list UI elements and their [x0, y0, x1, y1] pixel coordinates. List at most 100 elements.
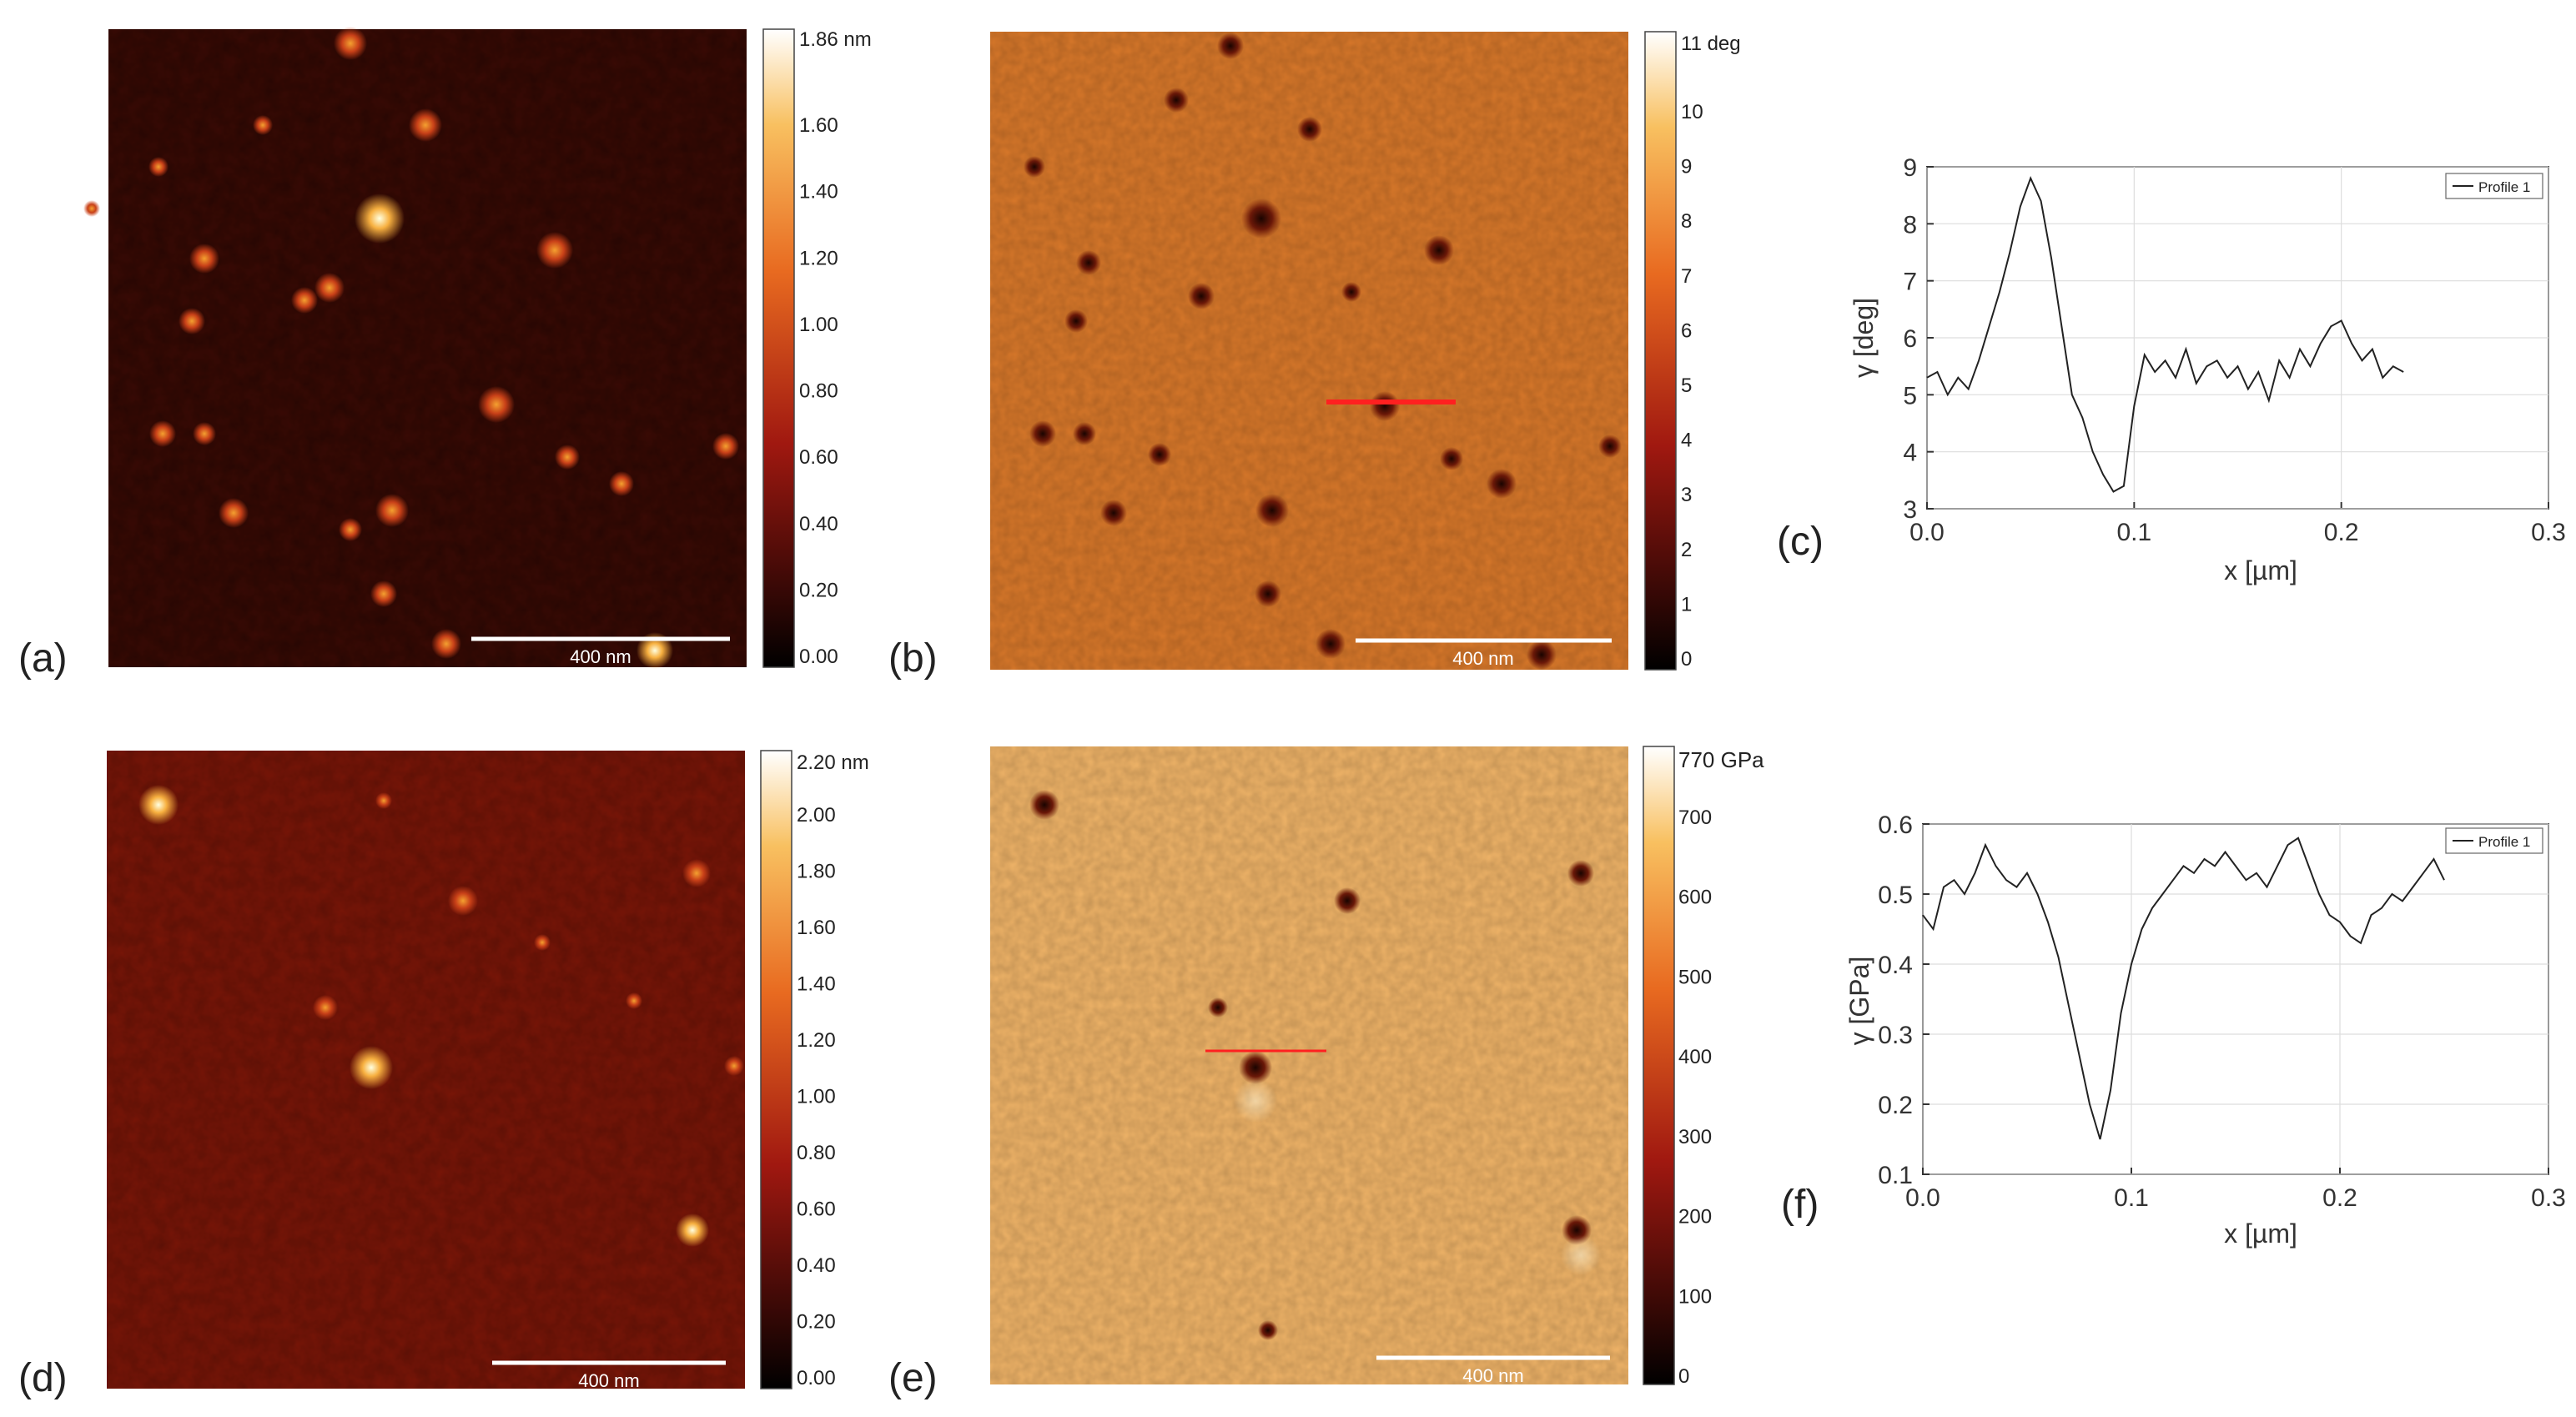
colorbar-d: 2.20 nm 2.00 1.80 1.60 1.40 1.20 1.00 0.80 0.60… [760, 750, 869, 1389]
chart-c-ytick-label: 4 [1903, 440, 1917, 467]
chart-c-legend: Profile 1 [2445, 173, 2543, 199]
colorbar-tick-label: 1.40 [799, 181, 838, 204]
colorbar-tick-label: 400 [1678, 1046, 1712, 1068]
chart-c-ytick-label: 6 [1903, 325, 1917, 353]
chart-f-ylabel: γ [GPa] [1844, 957, 1874, 1046]
map-e-particles [1029, 790, 1601, 1340]
chart-f-xtick-label: 0.3 [2531, 1184, 2566, 1212]
colorbar-a: 1.86 nm 1.60 1.40 1.20 1.00 0.80 0.60 0.40 0.20… [762, 28, 872, 668]
colorbar-tick-label: 0.80 [797, 1142, 836, 1164]
colorbar-tick-label: 0.60 [797, 1198, 836, 1221]
colorbar-tick-label: 9 [1681, 156, 1692, 178]
colorbar-tick-label: 0.20 [797, 1311, 836, 1334]
chart-f-ytick-label: 0.2 [1878, 1092, 1913, 1119]
chart-c-ytick-label: 5 [1903, 382, 1917, 410]
colorbar-tick-label: 100 [1678, 1285, 1712, 1308]
chart-f-ytick-label: 0.3 [1878, 1022, 1913, 1049]
colorbar-tick-label: 0.40 [799, 513, 838, 535]
map-d-particles [138, 785, 744, 1247]
colorbar-tick-label: 1.20 [799, 247, 838, 269]
chart-c-ytick-label: 3 [1903, 496, 1917, 524]
chart-c: 3 4 5 6 7 8 9 0.0 0.1 0.2 0.3 Profile 1 x [µm] γ … [1849, 154, 2566, 585]
panel-label-a: (a) [18, 636, 68, 681]
colorbar-tick-label: 0.80 [799, 380, 838, 403]
colorbar-tick-label: 4 [1681, 430, 1692, 452]
chart-f-ytick-label: 0.5 [1878, 882, 1913, 909]
colorbar-tick-label: 0.20 [799, 579, 838, 601]
colorbar-e-top-label: 770 GPa [1678, 747, 1764, 772]
chart-f-series-profile-1 [1922, 837, 2445, 1140]
chart-c-xtick-label: 0.1 [2116, 519, 2151, 546]
chart-c-series-profile-1 [1926, 176, 2404, 493]
chart-f-ytick-label: 0.4 [1878, 952, 1913, 979]
map-d: 400 nm [107, 751, 745, 1391]
colorbar-d-top-label: 2.20 nm [797, 751, 869, 774]
colorbar-tick-label: 2 [1681, 539, 1692, 561]
colorbar-tick-label: 300 [1678, 1126, 1712, 1148]
colorbar-tick-label: 1.00 [799, 314, 838, 336]
colorbar-e: 770 GPa 700 600 500 400 300 200 100 0 [1643, 746, 1764, 1388]
chart-c-xtick-label: 0.2 [2324, 519, 2359, 546]
map-a: 400 nm [83, 27, 747, 669]
colorbar-tick-label: 1.60 [799, 114, 838, 137]
colorbar-tick-label: 0.40 [797, 1254, 836, 1277]
chart-f-legend: Profile 1 [2445, 827, 2543, 854]
colorbar-tick-label: 0.00 [799, 646, 838, 668]
chart-c-xlabel: x [µm] [2224, 555, 2297, 585]
scale-bar-d-label: 400 nm [578, 1370, 639, 1391]
chart-c-xtick-label: 0.3 [2531, 519, 2566, 546]
chart-f-xtick-label: 0.0 [1905, 1184, 1940, 1212]
chart-c-ylabel: γ [deg] [1849, 298, 1879, 378]
panel-label-b: (b) [888, 636, 938, 681]
chart-c-xtick-label: 0.0 [1909, 519, 1945, 546]
scale-bar-e-label: 400 nm [1462, 1365, 1523, 1386]
chart-f: 0.10.20.30.40.50.6 0.0 0.1 0.2 0.3 Profile … [1844, 812, 2566, 1249]
colorbar-tick-label: 0.00 [797, 1367, 836, 1389]
colorbar-tick-label: 2.00 [797, 804, 836, 827]
colorbar-tick-label: 8 [1681, 210, 1692, 233]
panel-label-c: (c) [1777, 520, 1824, 564]
colorbar-tick-label: 0 [1678, 1365, 1689, 1388]
map-e: 400 nm [990, 746, 1628, 1386]
colorbar-tick-label: 1.40 [797, 973, 836, 996]
scale-bar-a-label: 400 nm [570, 646, 631, 667]
colorbar-tick-label: 1.60 [797, 917, 836, 939]
colorbar-tick-label: 700 [1678, 806, 1712, 829]
colorbar-tick-label: 0.60 [799, 446, 838, 469]
chart-f-plot-area [1922, 823, 2549, 1175]
chart-f-ytick-label: 0.1 [1878, 1162, 1913, 1189]
map-b-particles [1024, 33, 1622, 670]
map-b: 400 nm [990, 32, 1628, 670]
colorbar-tick-label: 1 [1681, 593, 1692, 616]
panel-label-e: (e) [888, 1356, 938, 1400]
map-a-particles [83, 27, 739, 669]
chart-f-legend-label: Profile 1 [2478, 834, 2530, 850]
chart-f-xtick-label: 0.2 [2322, 1184, 2357, 1212]
colorbar-tick-label: 500 [1678, 966, 1712, 988]
panel-label-d: (d) [18, 1356, 68, 1400]
colorbar-tick-label: 10 [1681, 101, 1703, 123]
scale-bar-b-label: 400 nm [1452, 648, 1513, 669]
panel-label-f: (f) [1781, 1183, 1819, 1227]
colorbar-tick-label: 6 [1681, 319, 1692, 342]
colorbar-tick-label: 200 [1678, 1206, 1712, 1229]
colorbar-b-top-label: 11 deg [1681, 33, 1741, 55]
chart-c-ytick-label: 8 [1903, 211, 1917, 239]
chart-c-ytick-label: 9 [1903, 154, 1917, 182]
chart-c-legend-label: Profile 1 [2478, 179, 2530, 195]
chart-f-xlabel: x [µm] [2224, 1219, 2297, 1249]
colorbar-tick-label: 1.20 [797, 1029, 836, 1052]
colorbar-tick-label: 1.00 [797, 1086, 836, 1108]
colorbar-tick-label: 5 [1681, 374, 1692, 397]
chart-f-xtick-label: 0.1 [2114, 1184, 2149, 1212]
colorbar-tick-label: 0 [1681, 648, 1692, 671]
chart-f-ytick-label: 0.6 [1878, 812, 1913, 839]
colorbar-tick-label: 7 [1681, 265, 1692, 288]
colorbar-tick-label: 600 [1678, 887, 1712, 909]
colorbar-tick-label: 3 [1681, 484, 1692, 506]
colorbar-a-top-label: 1.86 nm [799, 28, 872, 51]
colorbar-tick-label: 1.80 [797, 861, 836, 883]
chart-c-ytick-label: 7 [1903, 269, 1917, 296]
